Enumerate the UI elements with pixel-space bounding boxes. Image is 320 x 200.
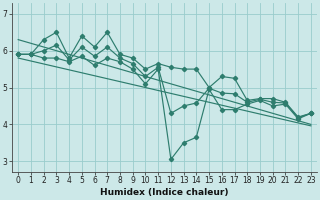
X-axis label: Humidex (Indice chaleur): Humidex (Indice chaleur) (100, 188, 229, 197)
